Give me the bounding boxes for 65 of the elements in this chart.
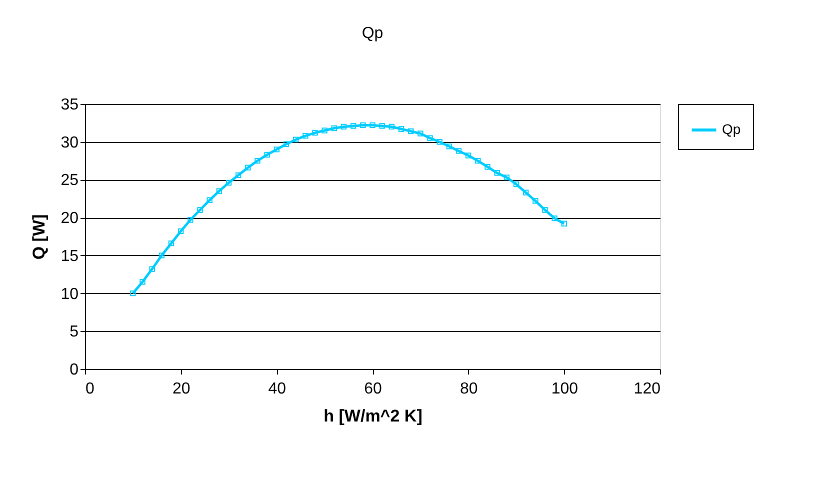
y-tick-label: 0	[70, 362, 79, 378]
point	[350, 123, 356, 129]
point	[340, 124, 347, 130]
point	[197, 207, 203, 213]
point	[408, 128, 414, 134]
point	[158, 252, 165, 258]
point	[446, 144, 452, 150]
point	[513, 181, 520, 188]
point	[322, 128, 328, 134]
point	[427, 135, 433, 141]
y-tick-label: 5	[70, 324, 79, 341]
point	[283, 141, 290, 147]
point	[484, 164, 490, 170]
point	[379, 123, 385, 129]
x-tick-label: 60	[364, 380, 382, 398]
point	[216, 188, 222, 194]
legend-label: Qp	[722, 121, 741, 137]
point	[465, 152, 472, 158]
point	[130, 290, 136, 296]
point	[331, 125, 338, 132]
point	[245, 164, 251, 170]
point	[494, 170, 500, 176]
point	[149, 266, 155, 272]
y-tick-label: 35	[60, 96, 79, 114]
point	[370, 122, 376, 128]
point	[360, 122, 366, 128]
point	[398, 126, 404, 132]
chart-title: Qp	[362, 25, 384, 42]
point	[456, 148, 462, 154]
point	[188, 217, 194, 223]
point	[388, 124, 395, 130]
point	[504, 174, 510, 180]
x-tick-label: 0	[86, 380, 94, 398]
point	[235, 172, 242, 178]
point	[542, 207, 548, 213]
x-tick-label: 100	[551, 380, 578, 398]
point	[436, 139, 442, 145]
y-axis-title: Q [W]	[30, 214, 49, 260]
point	[475, 158, 481, 164]
point	[226, 180, 232, 186]
x-tick-label: 20	[172, 380, 190, 398]
x-axis-title: h [W/m^2 K]	[324, 406, 422, 426]
point	[140, 279, 146, 285]
x-tick-label: 80	[460, 380, 478, 398]
y-tick-label: 15	[60, 248, 79, 265]
point	[206, 197, 212, 203]
point	[561, 220, 568, 226]
point	[292, 136, 299, 142]
point	[302, 132, 308, 139]
y-tick-label: 10	[60, 286, 79, 303]
y-tick-label: 25	[60, 172, 79, 190]
point	[532, 198, 538, 204]
point	[552, 215, 558, 222]
point	[418, 130, 424, 136]
point	[522, 190, 529, 196]
point	[274, 146, 280, 152]
point	[178, 228, 184, 234]
point	[254, 158, 260, 164]
y-tick-label: 20	[60, 210, 79, 228]
x-tick-label: 120	[634, 380, 661, 398]
point	[312, 130, 318, 136]
point	[168, 240, 174, 246]
y-tick-label: 30	[60, 134, 79, 152]
point	[264, 152, 270, 158]
x-tick-label: 40	[268, 380, 286, 398]
